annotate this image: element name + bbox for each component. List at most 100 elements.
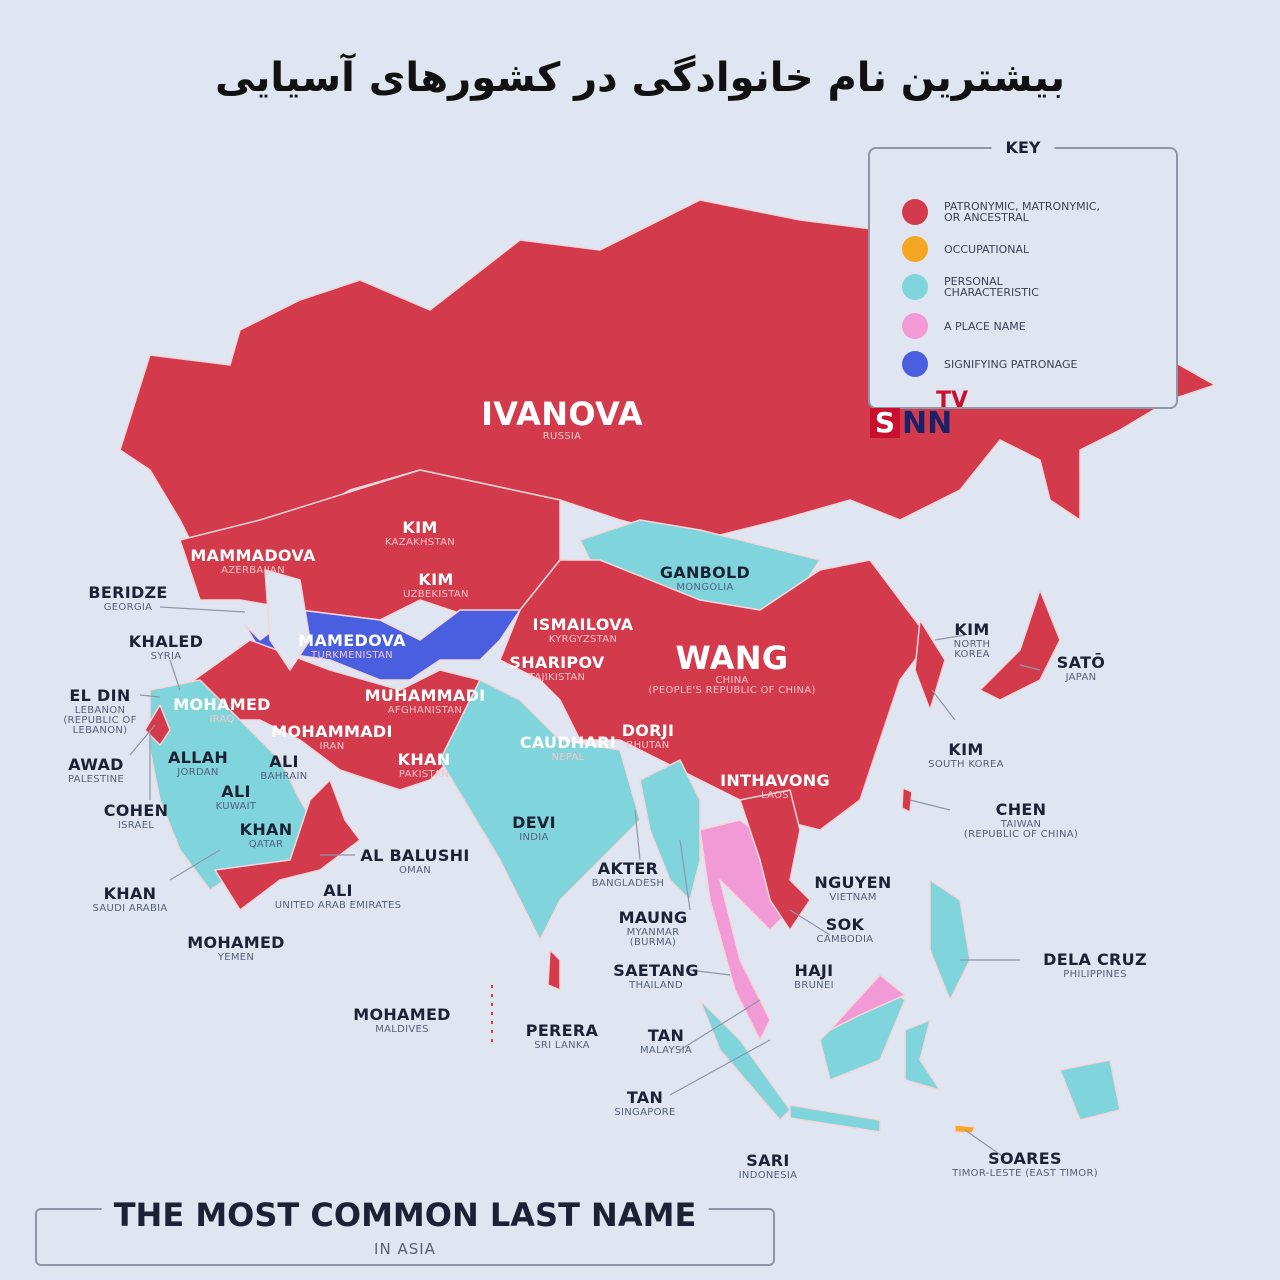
label-iraq: MOHAMED IRAQ [173, 697, 271, 725]
label-nepal: CAUDHARI NEPAL [520, 735, 616, 763]
surname: MUHAMMADI [364, 686, 486, 705]
label-indonesia: SARI INDONESIA [739, 1153, 798, 1181]
legend-label: A PLACE NAME [944, 319, 1026, 333]
legend-label: SIGNIFYING PATRONAGE [944, 357, 1078, 371]
logo-tv: TV [936, 388, 969, 413]
legend-item-patronymic: PATRONYMIC, MATRONYMIC, OR ANCESTRAL [902, 199, 1100, 225]
surname: KIM [418, 570, 454, 589]
country-name: MONGOLIA [676, 582, 734, 593]
surname: KIM [954, 620, 990, 639]
label-turkmenistan: MAMEDOVA TURKMENISTAN [298, 633, 406, 661]
country-name: MALAYSIA [640, 1045, 692, 1056]
label-sri-lanka: PERERA SRI LANKA [526, 1023, 598, 1051]
surname: MOHAMMADI [271, 722, 393, 741]
surname: KHAN [239, 820, 293, 839]
country-name: YEMEN [217, 952, 255, 963]
label-thailand: SAETANG THAILAND [613, 963, 699, 991]
country-name: JAPAN [1065, 672, 1097, 683]
country-name: IRAQ [209, 714, 235, 725]
surname: INTHAVONG [720, 771, 830, 790]
country-name: KUWAIT [215, 801, 257, 812]
surname: SATŌ [1056, 653, 1106, 672]
label-pakistan: KHAN PAKISTAN [398, 752, 451, 780]
surname: ISMAILOVA [532, 615, 634, 634]
country-name: AZERBAIJAN [221, 565, 285, 576]
region-myanmar [639, 759, 701, 901]
label-laos: INTHAVONG LAOS [720, 773, 830, 801]
surname: GANBOLD [659, 563, 751, 582]
country-name: CAMBODIA [816, 934, 874, 945]
surname: TAN [647, 1026, 685, 1045]
surname: AL BALUSHI [360, 846, 470, 865]
label-iran: MOHAMMADI IRAN [271, 724, 392, 752]
surname: ALI [323, 881, 353, 900]
country-name: OMAN [398, 865, 432, 876]
surname: TAN [626, 1088, 664, 1107]
region-java [789, 1104, 881, 1133]
label-vietnam: NGUYEN VIETNAM [814, 875, 891, 903]
label-tajikistan: SHARIPOV TAJIKISTAN [509, 655, 604, 683]
region-laos-vietnam [739, 789, 811, 931]
label-maldives: MOHAMED MALDIVES [353, 1007, 451, 1035]
legend-label: PATRONYMIC, MATRONYMIC, OR ANCESTRAL [944, 200, 1101, 224]
label-israel: COHEN ISRAEL [104, 803, 169, 831]
label-timor-leste: SOARES TIMOR-LESTE (EAST TIMOR) [952, 1151, 1098, 1179]
country-name: BHUTAN [626, 740, 670, 751]
surname: IVANOVA [481, 395, 643, 433]
region-india [439, 679, 641, 941]
country-name: PAKISTAN [398, 769, 450, 780]
country-name: KAZAKHSTAN [385, 537, 455, 548]
surname: CAUDHARI [519, 733, 617, 752]
label-qatar: KHAN QATAR [240, 822, 293, 850]
region-sri-lanka [547, 949, 561, 991]
label-malaysia: TAN MALAYSIA [640, 1028, 692, 1056]
label-russia: IVANOVA RUSSIA [481, 398, 643, 442]
teal-dot-icon [902, 274, 928, 300]
footer-title: THE MOST COMMON LAST NAME [101, 1196, 709, 1234]
country-name: UNITED ARAB EMIRATES [274, 900, 402, 911]
country-name: PALESTINE [67, 774, 125, 785]
country-name: JORDAN [177, 767, 219, 778]
surname: SOARES [988, 1149, 1062, 1168]
surname: KIM [402, 518, 438, 537]
surname: AKTER [597, 859, 659, 878]
label-yemen: MOHAMED YEMEN [187, 935, 285, 963]
label-lebanon: EL DIN LEBANON (REPUBLIC OF LEBANON) [63, 688, 136, 736]
label-azerbaijan: MAMMADOVA AZERBAIJAN [190, 548, 315, 576]
label-north-korea: KIM NORTH KOREA [954, 622, 991, 660]
surname: KHAN [397, 750, 451, 769]
surname: ALLAH [167, 748, 229, 767]
surname: BERIDZE [88, 583, 168, 602]
leader-lines [129, 606, 1041, 1159]
label-kyrgyzstan: ISMAILOVA KYRGYZSTAN [533, 617, 634, 645]
country-name: VIETNAM [829, 892, 877, 903]
region-levant [144, 704, 171, 746]
region-yemen-oman [214, 779, 361, 911]
region-sabah [829, 974, 906, 1031]
country-name: ISRAEL [117, 820, 155, 831]
label-taiwan: CHEN TAIWAN (REPUBLIC OF CHINA) [964, 802, 1078, 840]
country-name: TAIWAN (REPUBLIC OF CHINA) [963, 819, 1079, 840]
region-sumatra [699, 999, 791, 1121]
legend-label: OCCUPATIONAL [944, 242, 1030, 256]
country-name: AFGHANISTAN [387, 705, 463, 716]
label-south-korea: KIM SOUTH KOREA [928, 742, 1004, 770]
legend-label: PERSONAL CHARACTERISTIC [944, 275, 1039, 299]
surname: EL DIN [69, 686, 131, 705]
label-india: DEVI INDIA [512, 815, 556, 843]
logo-nn: NN [902, 406, 953, 441]
page-title: بیشترین نام خانوادگی در کشورهای آسیایی [214, 55, 1066, 101]
region-timor [954, 1124, 976, 1134]
surname: HAJI [794, 961, 834, 980]
country-name: BRUNEI [794, 980, 834, 991]
surname: ALI [221, 782, 251, 801]
country-name: BANGLADESH [591, 878, 665, 889]
surname: PERERA [525, 1021, 599, 1040]
label-saudi-arabia: KHAN SAUDI ARABIA [93, 886, 168, 914]
surname: WANG [675, 639, 789, 677]
region-japan [979, 589, 1061, 701]
footer-title-box: THE MOST COMMON LAST NAME IN ASIA [35, 1196, 775, 1266]
country-name: UZBEKISTAN [403, 589, 469, 600]
country-name: CHINA (PEOPLE'S REPUBLIC OF CHINA) [648, 675, 816, 696]
country-name: NORTH KOREA [953, 639, 991, 660]
